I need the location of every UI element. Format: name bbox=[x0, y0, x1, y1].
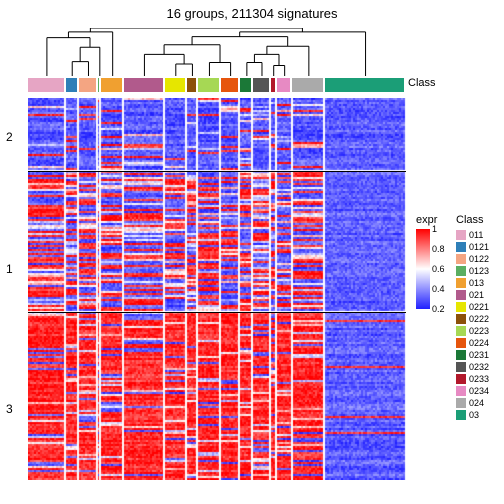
row-split-line bbox=[28, 171, 406, 172]
class-label: 0224 bbox=[469, 338, 489, 348]
class-legend-row: 0223 bbox=[456, 325, 489, 337]
class-seg bbox=[187, 78, 196, 92]
class-legend-row: 0234 bbox=[456, 385, 489, 397]
expr-tick: 0.4 bbox=[432, 284, 445, 294]
class-seg bbox=[325, 78, 404, 92]
expr-tick: 1 bbox=[432, 224, 437, 234]
class-seg bbox=[271, 78, 275, 92]
class-label: 0123 bbox=[469, 266, 489, 276]
class-label: 03 bbox=[469, 410, 479, 420]
class-legend-row: 021 bbox=[456, 289, 489, 301]
expression-heatmap bbox=[28, 98, 406, 480]
expr-tick: 0.6 bbox=[432, 264, 445, 274]
class-swatch bbox=[456, 350, 466, 360]
class-legend-row: 0232 bbox=[456, 361, 489, 373]
expr-tick: 0.2 bbox=[432, 304, 445, 314]
figure-root: 16 groups, 211304 signatures Class 2 1 3 e… bbox=[0, 0, 504, 504]
class-seg bbox=[124, 78, 163, 92]
class-swatch bbox=[456, 278, 466, 288]
class-label: 013 bbox=[469, 278, 484, 288]
class-legend-row: 0231 bbox=[456, 349, 489, 361]
row-split-line bbox=[28, 312, 406, 313]
class-label: 0231 bbox=[469, 350, 489, 360]
class-label: 021 bbox=[469, 290, 484, 300]
class-legend-row: 0123 bbox=[456, 265, 489, 277]
expr-gradient: 10.80.60.40.2 bbox=[416, 229, 430, 309]
class-seg bbox=[79, 78, 97, 92]
class-legend-row: 011 bbox=[456, 229, 489, 241]
class-legend-title: Class bbox=[456, 214, 489, 226]
class-label: 0222 bbox=[469, 314, 489, 324]
class-legend-items: 011 0121 0122 0123 013 021 0221 0222 0223 0224 023… bbox=[456, 229, 489, 421]
class-seg bbox=[165, 78, 185, 92]
row-cluster-label: 1 bbox=[6, 262, 13, 276]
class-swatch bbox=[456, 398, 466, 408]
class-swatch bbox=[456, 362, 466, 372]
class-swatch bbox=[456, 314, 466, 324]
class-swatch bbox=[456, 242, 466, 252]
class-swatch bbox=[456, 266, 466, 276]
class-seg bbox=[66, 78, 77, 92]
class-swatch bbox=[456, 302, 466, 312]
class-seg bbox=[221, 78, 239, 92]
class-swatch bbox=[456, 254, 466, 264]
class-seg bbox=[292, 78, 323, 92]
class-legend-row: 0121 bbox=[456, 241, 489, 253]
class-legend-row: 0224 bbox=[456, 337, 489, 349]
class-legend-row: 013 bbox=[456, 277, 489, 289]
class-seg bbox=[240, 78, 251, 92]
class-label: 0232 bbox=[469, 362, 489, 372]
class-legend-row: 024 bbox=[456, 397, 489, 409]
class-seg bbox=[198, 78, 219, 92]
expr-tick: 0.8 bbox=[432, 244, 445, 254]
class-swatch bbox=[456, 410, 466, 420]
class-label: 0233 bbox=[469, 374, 489, 384]
class-swatch bbox=[456, 230, 466, 240]
class-bar-label: Class bbox=[408, 77, 436, 89]
class-label: 0122 bbox=[469, 254, 489, 264]
class-legend-row: 0222 bbox=[456, 313, 489, 325]
class-seg bbox=[101, 78, 122, 92]
class-seg bbox=[277, 78, 291, 92]
column-dendrogram bbox=[28, 28, 406, 76]
class-label: 011 bbox=[469, 230, 483, 240]
class-label: 0223 bbox=[469, 326, 489, 336]
class-swatch bbox=[456, 338, 466, 348]
class-annotation-bar bbox=[28, 78, 406, 92]
class-swatch bbox=[456, 386, 466, 396]
class-seg bbox=[98, 78, 99, 92]
row-cluster-label: 2 bbox=[6, 130, 13, 144]
class-legend-row: 0233 bbox=[456, 373, 489, 385]
row-cluster-label: 3 bbox=[6, 402, 13, 416]
class-swatch bbox=[456, 326, 466, 336]
class-swatch bbox=[456, 374, 466, 384]
class-label: 0221 bbox=[469, 302, 489, 312]
figure-title: 16 groups, 211304 signatures bbox=[0, 6, 504, 21]
class-swatch bbox=[456, 290, 466, 300]
class-label: 0234 bbox=[469, 386, 489, 396]
expr-colorbar-legend: expr 10.80.60.40.2 bbox=[416, 214, 437, 309]
class-color-legend: Class 0110121012201230130210221022202230… bbox=[456, 214, 489, 421]
class-label: 0121 bbox=[469, 242, 489, 252]
class-seg bbox=[253, 78, 268, 92]
class-legend-row: 0122 bbox=[456, 253, 489, 265]
class-seg bbox=[28, 78, 64, 92]
class-label: 024 bbox=[469, 398, 484, 408]
class-legend-row: 0221 bbox=[456, 301, 489, 313]
class-legend-row: 03 bbox=[456, 409, 489, 421]
